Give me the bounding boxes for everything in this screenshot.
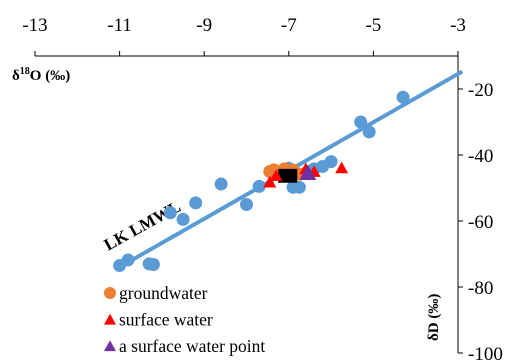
y-tick-label: -100	[468, 344, 503, 362]
rain-point	[252, 179, 266, 193]
rain-point	[354, 115, 368, 129]
rain-point	[292, 180, 306, 194]
rain-point	[189, 196, 203, 210]
legend-label: a surface water point	[119, 336, 265, 356]
legend-marker	[104, 313, 116, 325]
legend: groundwater surface water a surface water …	[104, 283, 265, 356]
groundwater-box-layer	[278, 168, 298, 183]
y-tick-label: -20	[468, 80, 493, 101]
legend-marker	[104, 340, 116, 352]
rain-point	[121, 253, 135, 267]
x-tick-label: -9	[196, 15, 212, 36]
y-tick-label: -60	[468, 212, 493, 233]
rain-point	[396, 90, 410, 104]
legend-label: groundwater	[119, 283, 208, 303]
lmwl-label: LK LMWL	[101, 197, 184, 255]
y-tick-label: -80	[468, 278, 493, 299]
x-tick-label: -3	[450, 15, 466, 36]
rain-point	[214, 177, 228, 191]
surface-water-point	[263, 175, 277, 188]
rain-point	[324, 155, 338, 169]
y-axis: -20 -40 -60 -80 -100	[457, 56, 503, 362]
surface-water-point-layer	[299, 164, 317, 180]
x-tick-label: -11	[107, 15, 132, 36]
x-tick-label: -5	[365, 15, 381, 36]
x-axis: -13 -11 -9 -7 -5 -3	[22, 15, 466, 57]
surface-water-point	[335, 161, 349, 174]
y-axis-title: δD (‰)	[426, 294, 442, 341]
rain-point	[146, 258, 160, 272]
rain-point	[163, 206, 177, 220]
rain-point	[240, 198, 253, 211]
x-tick-label: -7	[281, 15, 297, 36]
x-tick-label: -13	[22, 15, 47, 36]
legend-marker	[104, 287, 116, 299]
groundwater-box	[278, 168, 298, 183]
rain-point	[176, 212, 190, 226]
legend-label: surface water	[119, 310, 213, 330]
special-surface-water-point	[299, 164, 317, 180]
surface-water-point	[269, 169, 283, 181]
y-tick-label: -40	[468, 146, 493, 167]
rain-point	[362, 125, 376, 139]
x-axis-title: δ18O (‰)	[12, 66, 70, 84]
